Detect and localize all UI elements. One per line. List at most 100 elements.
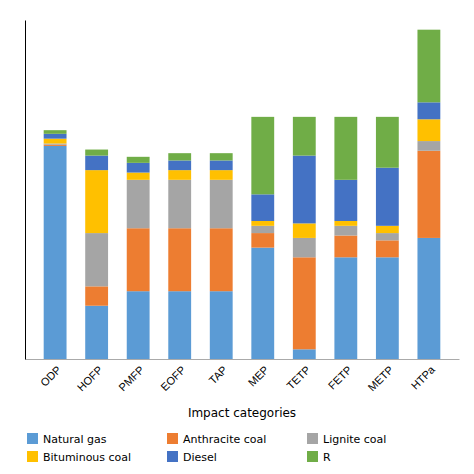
bar-segment bbox=[334, 226, 357, 236]
x-tick-label: TETP bbox=[284, 363, 312, 391]
bar-segment bbox=[85, 306, 108, 359]
bar-segment bbox=[168, 153, 191, 160]
legend-label: Lignite coal bbox=[323, 433, 386, 446]
bar-segment bbox=[210, 228, 233, 291]
bar-segment bbox=[85, 150, 108, 156]
x-tick-label: HOFP bbox=[75, 363, 105, 393]
x-axis-line bbox=[26, 359, 460, 360]
bar-segment bbox=[210, 180, 233, 228]
bar-segment bbox=[251, 233, 274, 248]
x-tick: METP bbox=[365, 363, 395, 393]
bar-segment bbox=[251, 226, 274, 233]
bar-segment bbox=[127, 173, 150, 180]
bar-segment bbox=[85, 286, 108, 305]
x-tick: PMFP bbox=[116, 363, 146, 393]
legend-item: Diesel bbox=[167, 451, 217, 464]
legend-label: Natural gas bbox=[43, 433, 107, 446]
bar-segment bbox=[127, 163, 150, 173]
bar-segment bbox=[168, 228, 191, 291]
bar-segment bbox=[168, 160, 191, 170]
bar-segment bbox=[417, 141, 440, 151]
legend-label: Anthracite coal bbox=[183, 433, 266, 446]
bar-segment bbox=[417, 151, 440, 238]
bar-segment bbox=[376, 168, 399, 226]
x-tick: HTPa bbox=[409, 363, 438, 392]
bar-segment bbox=[293, 238, 316, 257]
bar-segment bbox=[376, 233, 399, 240]
bar-segment bbox=[44, 130, 67, 134]
x-tick: HOFP bbox=[75, 363, 105, 393]
bar-segment bbox=[168, 180, 191, 228]
bar-segment bbox=[293, 117, 316, 156]
bar-segment bbox=[293, 349, 316, 359]
legend-item: Lignite coal bbox=[307, 433, 386, 446]
bar-segment bbox=[376, 226, 399, 233]
x-tick-label: MEP bbox=[246, 363, 271, 388]
legend-swatch bbox=[307, 433, 318, 444]
bar-segment bbox=[251, 194, 274, 221]
bar-segment bbox=[210, 160, 233, 170]
bar-segment bbox=[168, 291, 191, 359]
chart: ODP HOFP PMFP EOFP TAP MEP TETP FETP METP HTPa Imp… bbox=[0, 0, 474, 474]
x-tick-label: METP bbox=[365, 363, 395, 393]
bar-segment bbox=[417, 102, 440, 119]
bar-segment bbox=[293, 156, 316, 224]
bar-segment bbox=[210, 291, 233, 359]
bar-segment bbox=[376, 257, 399, 359]
bar-segment bbox=[334, 236, 357, 258]
bar-segment bbox=[127, 291, 150, 359]
bar-segment bbox=[44, 143, 67, 144]
bar-segment bbox=[251, 248, 274, 359]
bar-segment bbox=[334, 180, 357, 221]
x-tick: TAP bbox=[206, 363, 229, 386]
legend-item: Anthracite coal bbox=[167, 433, 266, 446]
x-axis-title: Impact categories bbox=[188, 406, 296, 420]
legend-swatch bbox=[307, 451, 318, 462]
legend-item: Natural gas bbox=[27, 433, 107, 446]
bar-segment bbox=[127, 180, 150, 228]
legend: Natural gas Anthracite coal Lignite coal Bi… bbox=[27, 433, 386, 464]
bar-segment bbox=[334, 221, 357, 226]
bar-segment bbox=[85, 170, 108, 233]
bar-segment bbox=[334, 257, 357, 359]
x-tick-label: PMFP bbox=[116, 363, 146, 393]
bar-segment bbox=[210, 170, 233, 180]
bar-segment bbox=[376, 240, 399, 257]
bar-segment bbox=[334, 117, 357, 180]
legend-swatch bbox=[27, 451, 38, 462]
bar-segment bbox=[293, 257, 316, 349]
y-axis-line bbox=[25, 21, 26, 360]
bar-segment bbox=[85, 156, 108, 171]
bar-segment bbox=[251, 221, 274, 226]
bar-segment bbox=[127, 157, 150, 163]
bars bbox=[44, 30, 441, 359]
x-tick: FETP bbox=[326, 363, 354, 391]
x-tick: MEP bbox=[246, 363, 271, 388]
bar-segment bbox=[168, 170, 191, 180]
legend-label: Diesel bbox=[183, 451, 217, 464]
legend-item: R bbox=[307, 451, 331, 464]
x-tick-label: EOFP bbox=[158, 363, 188, 393]
bar-segment bbox=[85, 233, 108, 286]
bar-segment bbox=[376, 117, 399, 168]
bar-segment bbox=[417, 238, 440, 359]
x-tick: EOFP bbox=[158, 363, 188, 393]
bar-segment bbox=[417, 30, 440, 103]
x-tick: TETP bbox=[284, 363, 312, 391]
bar-segment bbox=[44, 139, 67, 144]
x-axis: ODP HOFP PMFP EOFP TAP MEP TETP FETP METP HTPa bbox=[26, 360, 460, 394]
x-tick-label: FETP bbox=[326, 363, 354, 391]
bar-segment bbox=[44, 146, 67, 359]
plot: ODP HOFP PMFP EOFP TAP MEP TETP FETP METP HTPa bbox=[26, 21, 460, 394]
x-tick: ODP bbox=[38, 363, 63, 388]
legend-swatch bbox=[27, 433, 38, 444]
legend-label: Bituminous coal bbox=[43, 451, 131, 464]
bar-segment bbox=[44, 145, 67, 146]
x-tick-label: ODP bbox=[38, 363, 63, 388]
x-tick-label: TAP bbox=[206, 363, 229, 386]
bar-segment bbox=[417, 119, 440, 141]
x-tick-label: HTPa bbox=[409, 363, 438, 392]
bar-segment bbox=[251, 117, 274, 194]
bar-segment bbox=[127, 228, 150, 291]
legend-item: Bituminous coal bbox=[27, 451, 131, 464]
